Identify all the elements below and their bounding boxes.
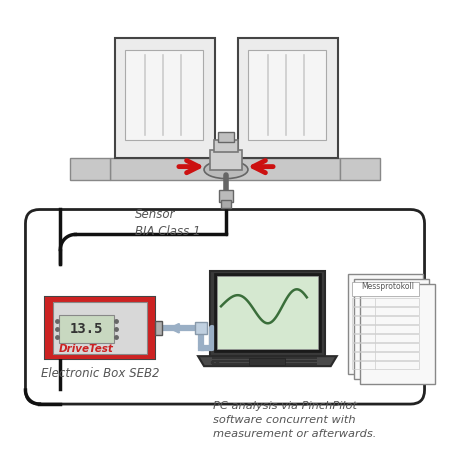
Bar (352, 361, 419, 369)
Bar (221, 199, 231, 207)
Bar (147, 297, 155, 359)
Bar (348, 274, 423, 374)
Bar (219, 189, 233, 202)
Bar (125, 50, 203, 140)
Bar (352, 352, 419, 360)
Text: Sensor
BIA Class 1: Sensor BIA Class 1 (135, 207, 201, 238)
Bar (352, 298, 419, 306)
Bar (352, 282, 419, 296)
Bar (155, 321, 162, 335)
Text: DriveTest: DriveTest (59, 344, 114, 354)
Text: 13.5: 13.5 (70, 322, 103, 336)
Text: Electronic Box SEB2: Electronic Box SEB2 (41, 367, 160, 380)
Bar (210, 271, 325, 356)
Bar (212, 357, 317, 359)
Bar (45, 297, 54, 359)
Bar (45, 297, 155, 302)
Bar (54, 302, 147, 354)
Bar (352, 334, 419, 342)
Text: Messprotokoll: Messprotokoll (362, 282, 414, 291)
Bar (217, 276, 318, 349)
Bar (45, 297, 155, 359)
Bar (59, 315, 114, 343)
Bar (340, 158, 380, 180)
Text: PC analysis via PinchPilot
software concurrent with
measurement or afterwards.: PC analysis via PinchPilot software conc… (213, 401, 376, 439)
Bar (115, 38, 215, 157)
Bar (352, 307, 419, 315)
Bar (214, 273, 321, 352)
Bar (248, 50, 326, 140)
Bar (210, 150, 242, 170)
Bar (212, 363, 317, 365)
Ellipse shape (204, 161, 248, 179)
Bar (45, 354, 155, 359)
Bar (352, 325, 419, 333)
Bar (360, 284, 435, 384)
Polygon shape (198, 356, 337, 366)
Bar (212, 360, 317, 362)
Bar (352, 316, 419, 324)
Bar (354, 279, 428, 379)
Bar (352, 343, 419, 351)
Bar (218, 132, 234, 142)
Bar (70, 158, 110, 180)
Bar (238, 38, 338, 157)
Bar (214, 140, 238, 152)
Bar (249, 358, 285, 365)
Bar (110, 158, 340, 180)
Bar (195, 322, 207, 334)
